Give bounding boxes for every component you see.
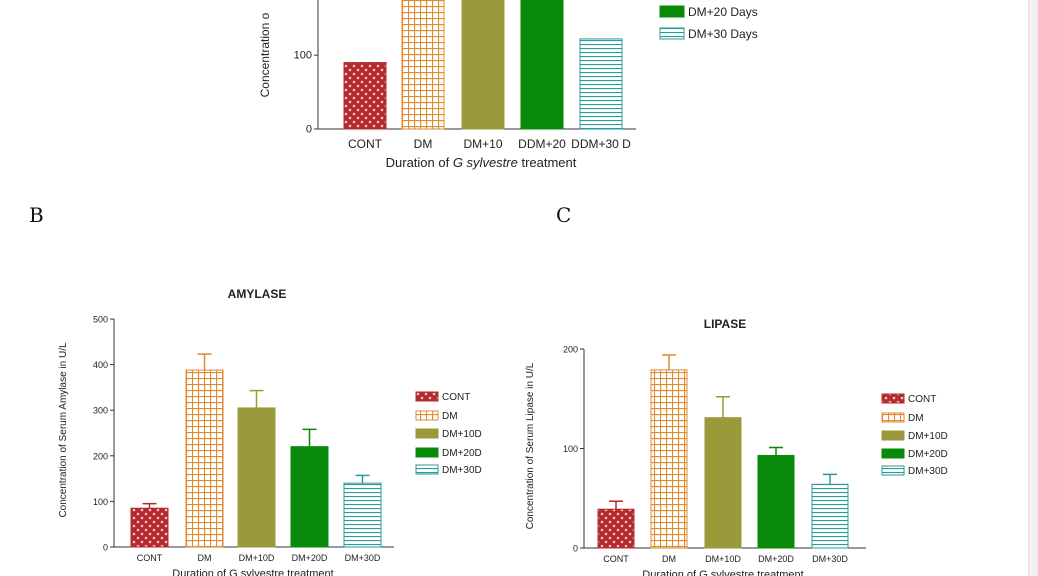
bar-dm [401,0,445,130]
legend-label-cont: CONT [908,394,936,405]
x-tick-label-ddm-30-d: DDM+30 D [571,137,631,151]
legend-label-dm-30-days: DM+30 Days [688,27,758,41]
y-tick-label-200: 200 [563,345,578,355]
y-tick-label-0: 0 [103,543,108,553]
x-tick-label-dm-20d: DM+20D [292,553,328,563]
legend-swatch-cont [415,391,439,402]
legend-label-dm-10d: DM+10D [442,429,482,440]
bar-dm-30d [343,482,382,548]
y-tick-label-500: 500 [93,315,108,325]
y-tick-label-0: 0 [306,124,312,136]
x-axis-title: Duration of G sylvestre treatment [172,568,333,576]
bar-dm-10 [461,0,505,130]
y-axis-title: Concentration of Serum Lipase in U/L [525,362,536,529]
legend-label-dm-20d: DM+20D [442,448,482,459]
legend-swatch-cont [881,393,905,404]
bar-dm-10d [704,417,742,549]
x-tick-label-dm-20d: DM+20D [758,554,794,564]
y-tick-label-300: 300 [93,406,108,416]
bar-dm [185,369,224,548]
x-tick-label-dm-10d: DM+10D [239,553,275,563]
y-tick-label-100: 100 [563,444,578,454]
legend-swatch-dm [415,410,439,421]
x-tick-label-dm: DM [662,554,676,564]
x-tick-label-dm-10d: DM+10D [705,554,741,564]
chart-title: LIPASE [704,317,746,331]
legend-swatch-dm-20d [415,447,439,458]
chart-a-top: 0 100 CONT DM DM+10 DDM+20 DDM+30 D Duration of… [258,0,758,170]
page-scrollbar[interactable] [1028,0,1038,576]
bar-cont [130,507,169,548]
bar-dm-10d [237,407,276,548]
legend-swatch-dm-10d [415,428,439,439]
y-tick-label-200: 200 [93,451,108,461]
legend-swatch-dm-30d [415,464,439,475]
bar-dm-20d [290,446,329,548]
legend-label-dm-20d: DM+20D [908,449,948,460]
legend-label-dm-10d: DM+10D [908,431,948,442]
legend-label-dm-20-days: DM+20 Days [688,5,758,19]
legend-swatch-dm-30-days [659,27,685,40]
bar-ddm-30-d [579,38,623,130]
bar-cont [343,62,387,130]
legend-swatch-dm-30d [881,465,905,476]
x-tick-label-cont: CONT [348,137,383,151]
panel-label-c: C [556,203,572,227]
x-axis-title: Duration of G sylvestre treatment [386,155,577,170]
legend-swatch-dm-10d [881,430,905,441]
x-tick-label-ddm-20: DDM+20 [518,137,566,151]
legend-label-dm: DM [908,413,924,424]
y-axis-title: Concentration of Serum Amylase in U/L [58,342,69,518]
legend-swatch-dm [881,412,905,423]
x-tick-label-dm: DM [198,553,212,563]
x-tick-label-dm: DM [414,137,433,151]
chart-lipase: 0 100 200 CONT DM DM+10D DM+20D DM+30D LIPASE Dur… [525,317,948,576]
bar-dm-30d [811,483,849,549]
x-tick-label-dm-30d: DM+30D [345,553,381,563]
chart-amylase: 0 100 200 300 400 500 CONT DM DM+10D DM+20D DM+30D… [58,287,482,576]
legend-label-dm: DM [442,411,458,422]
bar-cont [597,508,635,549]
y-tick-label-100: 100 [93,497,108,507]
y-tick-label-0: 0 [573,544,578,554]
chart-title: AMYLASE [228,287,287,301]
y-tick-label-400: 400 [93,360,108,370]
y-axis-title: Concentration o [258,12,272,97]
x-tick-label-cont: CONT [137,553,163,563]
legend-swatch-dm-20d [881,448,905,459]
legend-label-dm-30d: DM+30D [442,465,482,476]
bar-dm [650,369,688,549]
legend-swatch-dm-20-days [659,5,685,18]
x-axis-title: Duration of G sylvestre treatment [642,569,803,576]
x-tick-label-cont: CONT [603,554,629,564]
panel-label-b: B [29,203,44,227]
legend-label-dm-30d: DM+30D [908,466,948,477]
bar-ddm-20 [520,0,564,130]
x-tick-label-dm-10: DM+10 [463,137,502,151]
x-tick-label-dm-30d: DM+30D [812,554,848,564]
y-tick-label-100: 100 [294,50,312,62]
legend-label-cont: CONT [442,392,470,403]
bar-dm-20d [757,454,795,549]
